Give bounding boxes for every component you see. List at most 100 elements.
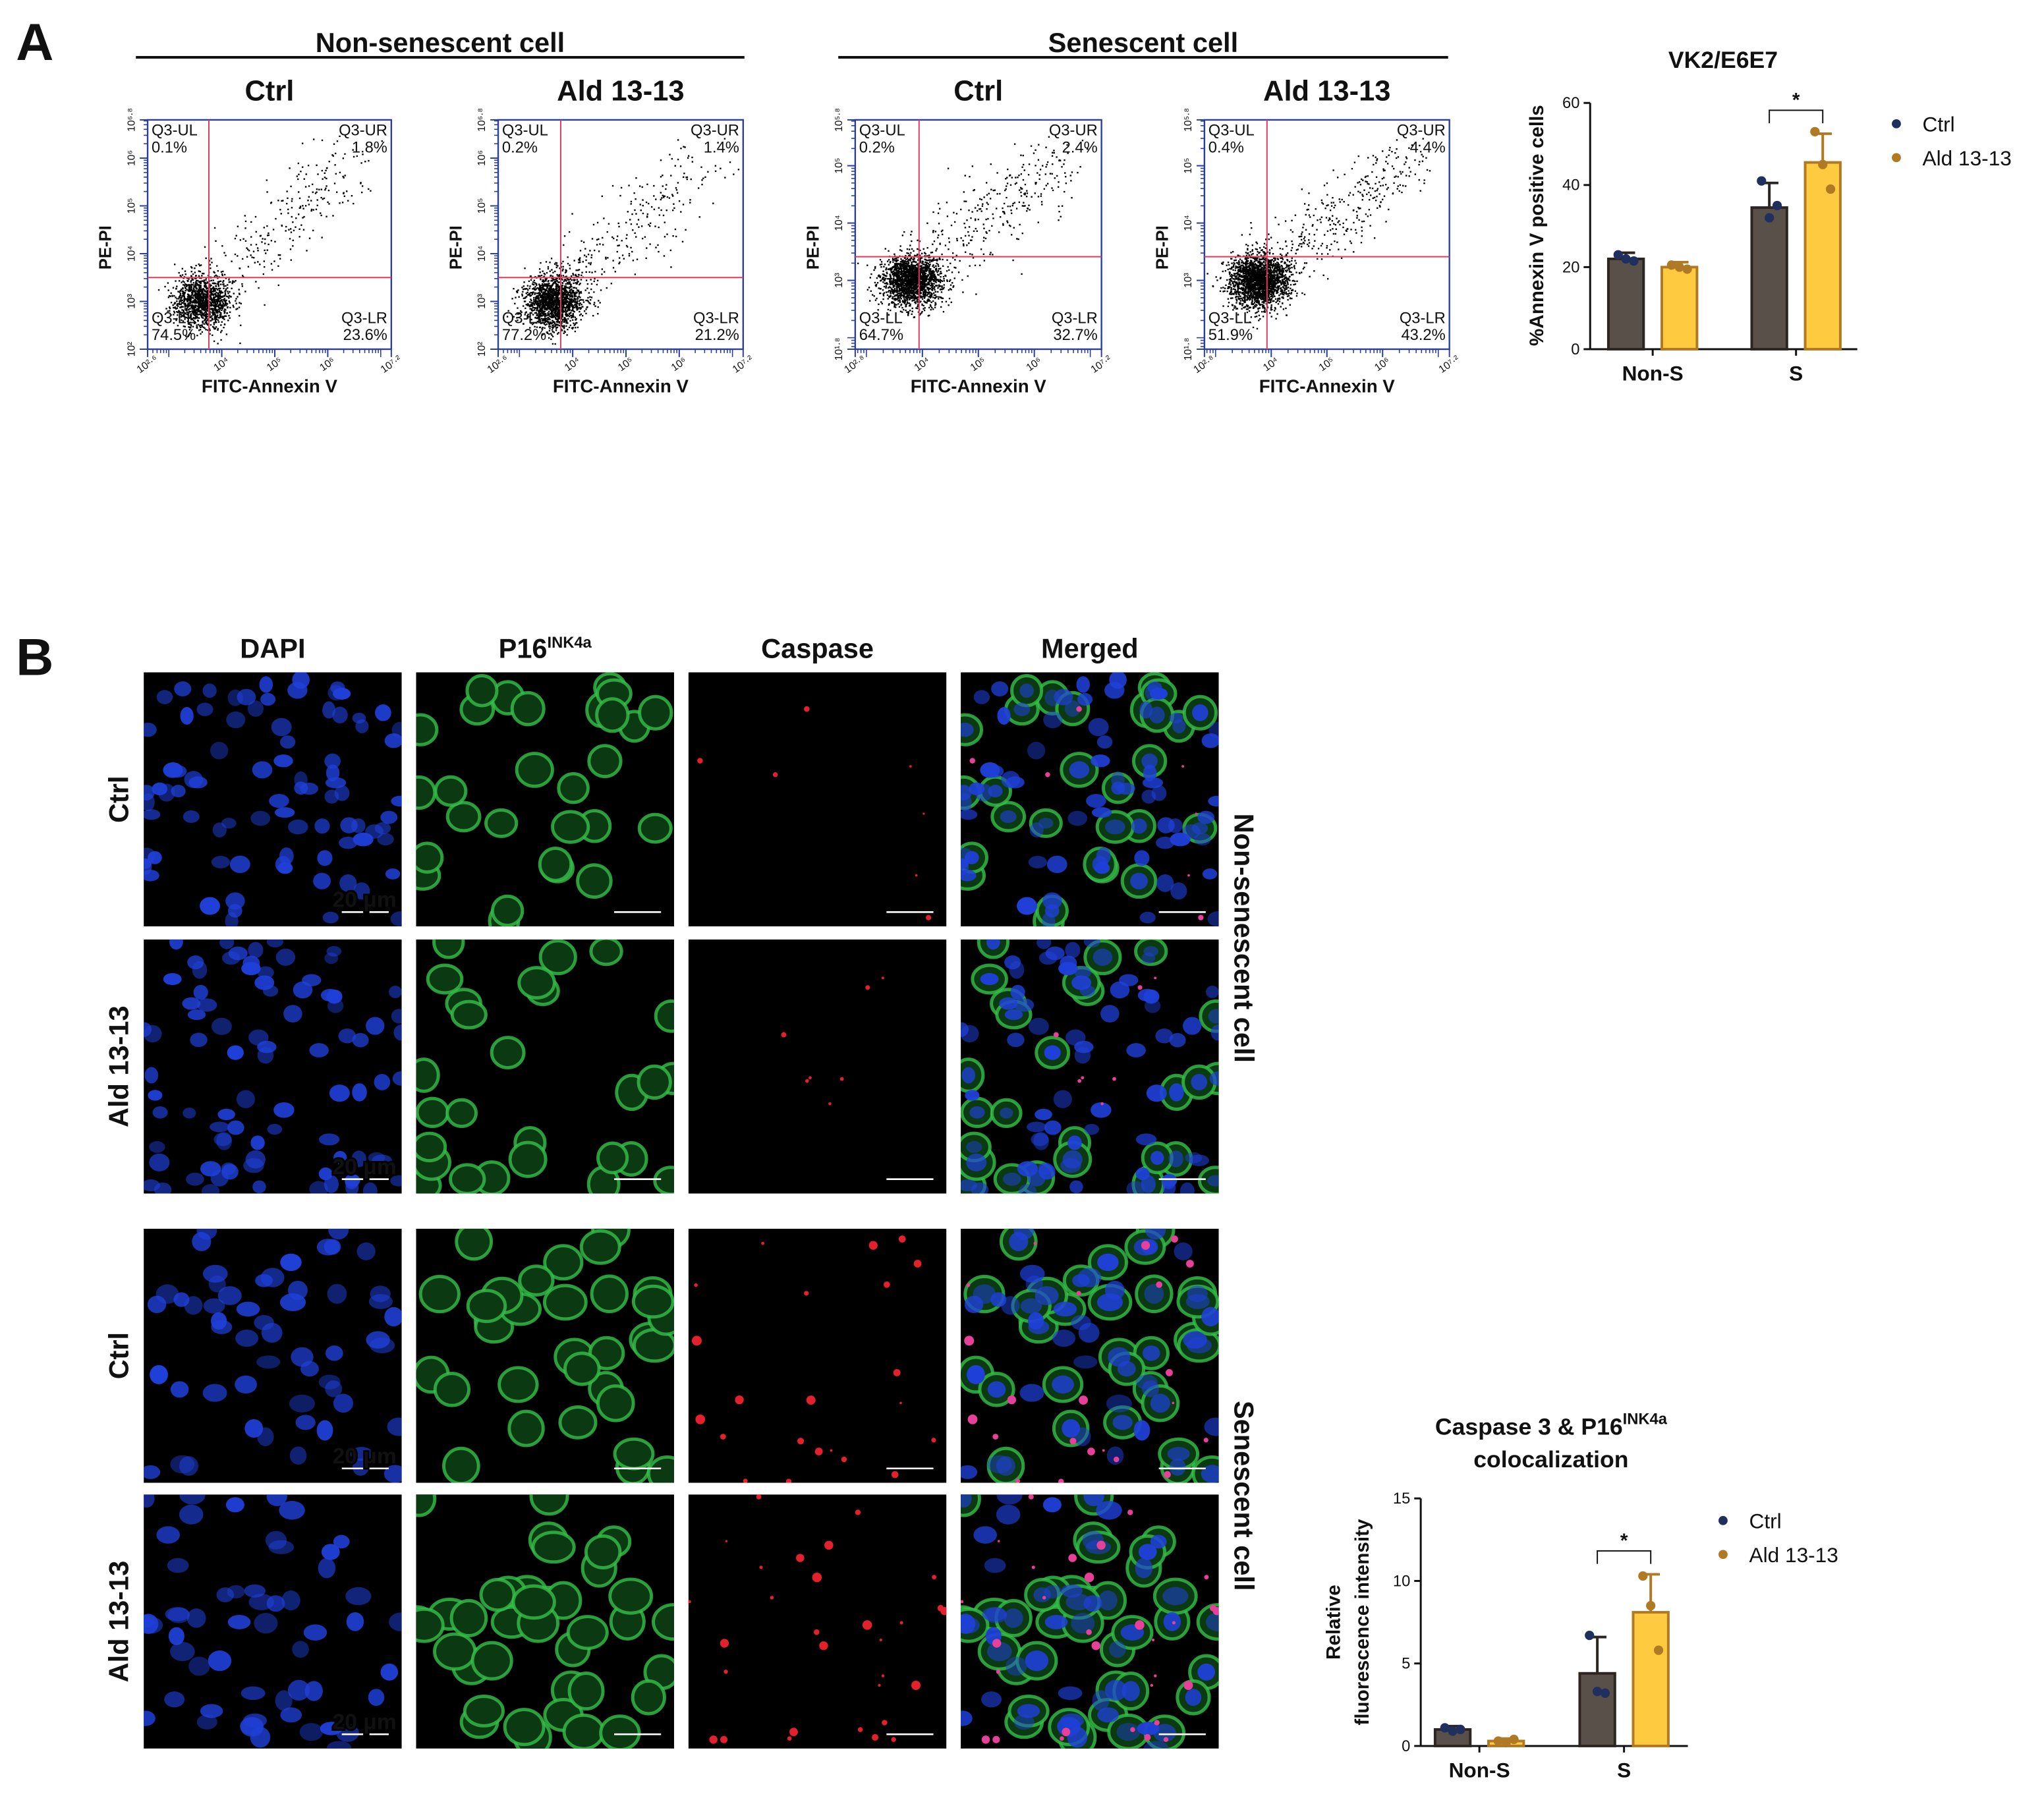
p16-cell xyxy=(479,1577,516,1612)
nucleus xyxy=(980,972,999,986)
caspase-spot xyxy=(964,1336,975,1346)
nucleus xyxy=(1208,1009,1219,1024)
nucleus xyxy=(1017,897,1037,915)
caspase-spot xyxy=(1195,812,1197,815)
nucleus xyxy=(999,997,1018,1010)
plot-title: Ctrl xyxy=(244,75,294,107)
nucleus xyxy=(227,1120,244,1135)
nucleus xyxy=(1204,1417,1219,1436)
scale-bar-label: 20 μm xyxy=(333,1155,397,1179)
y-axis-label: PE-PI xyxy=(447,225,466,269)
nucleus xyxy=(1135,1558,1153,1579)
p16-cell xyxy=(599,1714,641,1749)
nucleus xyxy=(317,850,333,866)
nucleus xyxy=(372,1154,392,1166)
p16-cell xyxy=(416,841,444,874)
nucleus xyxy=(304,1681,323,1701)
nucleus xyxy=(961,1494,972,1508)
caspase-spot xyxy=(720,1639,729,1648)
nucleus xyxy=(1145,685,1162,701)
nucleus xyxy=(226,711,246,729)
y-tick-label: 10⁵ xyxy=(1183,157,1194,173)
micrograph xyxy=(961,672,1219,927)
nucleus xyxy=(380,810,398,824)
nucleus xyxy=(237,689,256,706)
p16-cell xyxy=(562,1713,605,1749)
nucleus xyxy=(202,1264,228,1283)
x-tick-label: 10⁷·² xyxy=(731,354,755,376)
p16-cell xyxy=(567,1672,605,1711)
quadrant-name: Q3-LL xyxy=(1208,310,1252,327)
caspase-spot xyxy=(806,1395,816,1405)
error-bar xyxy=(1588,1635,1606,1674)
caspase-spot xyxy=(1068,1554,1077,1562)
nucleus xyxy=(288,819,308,835)
nucleus xyxy=(241,1686,266,1701)
nucleus xyxy=(144,1494,155,1508)
data-point xyxy=(1682,264,1692,274)
p16-cell xyxy=(608,1577,654,1615)
column-header-text: DAPI xyxy=(240,633,305,664)
x-tick-label: 10⁷·² xyxy=(1089,354,1114,376)
nucleus xyxy=(1197,810,1215,824)
caspase-spot xyxy=(1172,1621,1176,1625)
nucleus xyxy=(1017,1161,1038,1177)
p16-cell xyxy=(542,1283,588,1321)
nucleus xyxy=(279,1293,306,1312)
y-tick-label: 10¹·⁸ xyxy=(1183,338,1194,361)
nucleus xyxy=(1006,776,1025,789)
x-tick-label: 10⁶ xyxy=(669,355,689,374)
data-point xyxy=(1456,1724,1465,1735)
p16-cell xyxy=(433,1632,477,1671)
nucleus xyxy=(981,1691,1002,1708)
caspase-spot xyxy=(1096,1540,1106,1550)
nucleus xyxy=(1065,942,1081,959)
nucleus xyxy=(1100,1005,1120,1023)
nucleus xyxy=(1137,988,1157,1002)
caspase-spot xyxy=(878,1683,881,1687)
column-header: DAPI xyxy=(240,633,305,664)
nucleus xyxy=(1139,911,1156,924)
y-tick-label: 15 xyxy=(1393,1490,1410,1507)
nucleus xyxy=(261,1322,283,1343)
caspase-spot xyxy=(862,1620,872,1630)
caspase-spot xyxy=(1045,772,1050,777)
nucleus xyxy=(200,1161,221,1177)
x-axis-label: FITC-Annexin V xyxy=(553,376,689,396)
nucleus xyxy=(236,1090,255,1109)
y-tick-label: 10⁵·⁸ xyxy=(1183,108,1194,132)
row-label: Ald 13-13 xyxy=(103,1005,134,1127)
p16-cell xyxy=(416,713,439,746)
nucleus xyxy=(1042,892,1062,910)
caspase-spot xyxy=(1081,1076,1085,1080)
nucleus xyxy=(200,897,220,915)
row-label: Ald 13-13 xyxy=(103,1561,134,1683)
p16-cell xyxy=(484,808,519,838)
nucleus xyxy=(326,1741,352,1749)
nucleus xyxy=(984,1558,1006,1573)
nucleus xyxy=(1017,1704,1040,1718)
p16-cell xyxy=(584,1534,622,1569)
nucleus xyxy=(329,1084,350,1102)
nucleus xyxy=(1150,1394,1170,1413)
caspase-spot xyxy=(772,772,778,777)
data-point xyxy=(1825,184,1836,194)
nucleus xyxy=(242,955,260,971)
nucleus xyxy=(1139,701,1153,719)
micrograph xyxy=(961,1494,1219,1749)
caspase-spot xyxy=(1042,1596,1046,1600)
nucleus xyxy=(1145,999,1161,1013)
nucleus xyxy=(1027,741,1046,760)
nucleus xyxy=(257,1047,274,1064)
nucleus xyxy=(961,809,978,820)
micrograph xyxy=(961,1228,1219,1483)
nucleus xyxy=(210,741,229,760)
nucleus xyxy=(1052,1375,1074,1394)
nucleus xyxy=(216,1132,233,1150)
nucleus xyxy=(1086,793,1106,808)
nucleus xyxy=(1071,1613,1095,1634)
caspase-spot xyxy=(691,1336,702,1346)
nucleus xyxy=(211,1017,232,1035)
nucleus xyxy=(225,1497,244,1513)
nucleus xyxy=(1006,1656,1027,1676)
